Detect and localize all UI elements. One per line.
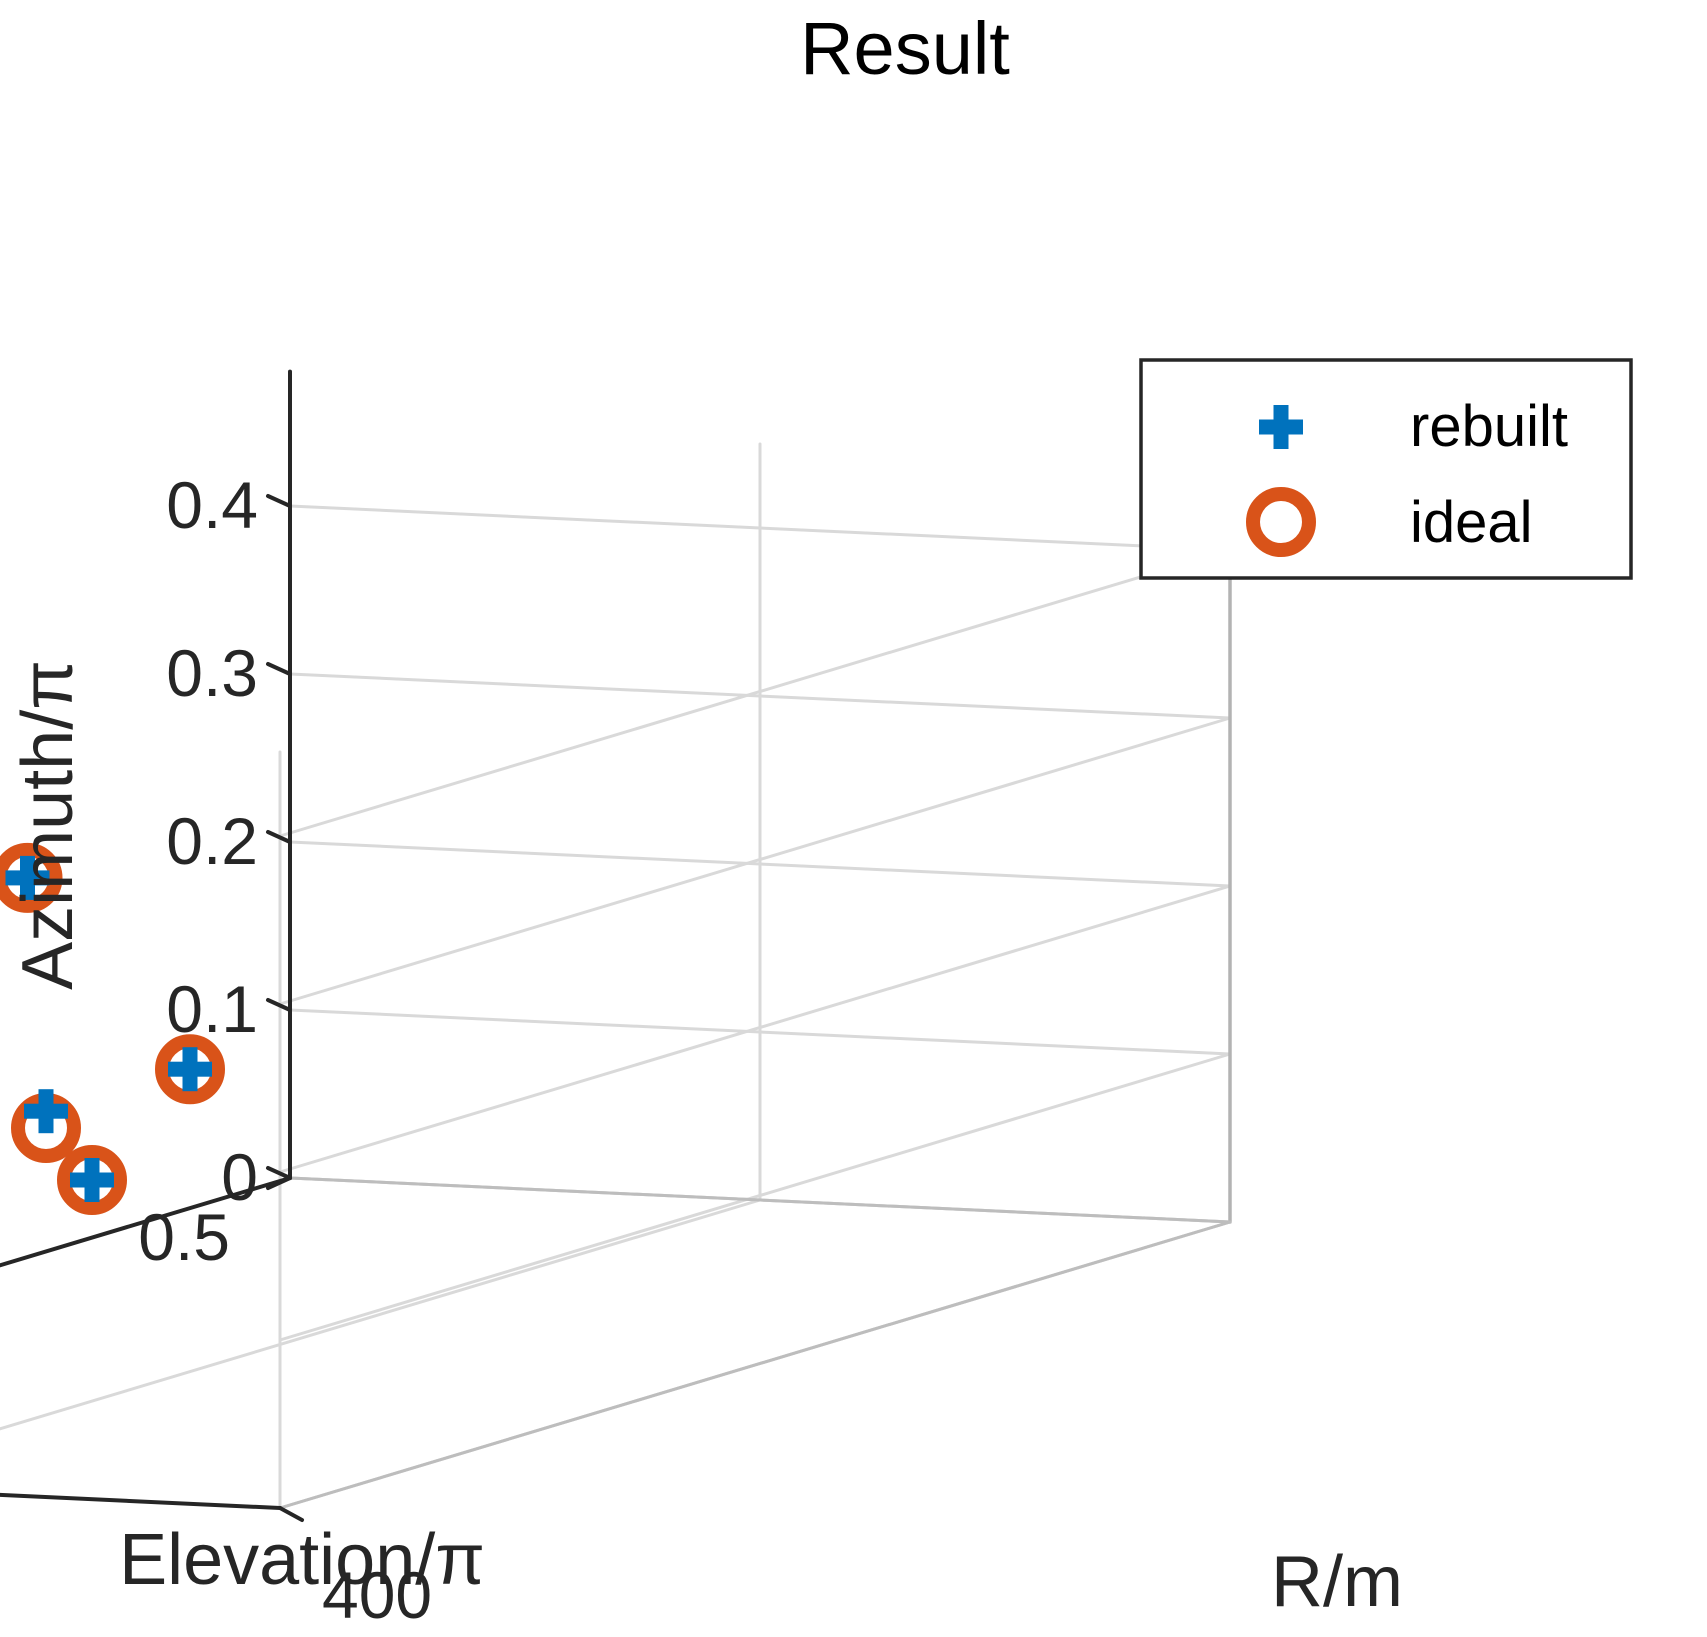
legend-circle-icon — [1246, 487, 1316, 557]
grid-line-z — [278, 1052, 1232, 1342]
legend-marker-rebuilt — [1259, 405, 1303, 449]
grid-line-z — [278, 548, 1232, 838]
legend-box — [1139, 358, 1633, 580]
legend-marker-ideal — [1246, 487, 1316, 557]
floor-back-edge — [278, 1220, 1232, 1510]
x-axis-line — [0, 1492, 282, 1510]
legend-plus-icon — [1259, 405, 1303, 449]
x-axis-label: R/m — [1271, 1542, 1403, 1622]
chart-title: Result — [800, 7, 1010, 90]
z-tick-label: 0.2 — [166, 804, 258, 878]
z-tick-label: 0.4 — [166, 468, 258, 542]
rebuilt-point — [5, 855, 50, 900]
legend-label-rebuilt: rebuilt — [1410, 394, 1568, 459]
marks-layer — [0, 842, 225, 1215]
z-tick-label: 0 — [221, 1140, 258, 1214]
ideal-point — [155, 1034, 225, 1105]
rebuilt-point — [70, 1158, 114, 1202]
grid-line-z — [278, 716, 1232, 1006]
legend-label-ideal: ideal — [1410, 490, 1533, 555]
y-tick-label: 0.5 — [138, 1200, 230, 1274]
z-tick-mark — [266, 1166, 292, 1180]
grid-line-z — [278, 884, 1232, 1174]
y-axis-label: Elevation/π — [119, 1520, 485, 1600]
grid-layer — [0, 413, 1232, 1510]
z-tick-mark — [266, 494, 292, 508]
legend: rebuilt ideal — [1139, 358, 1633, 580]
rebuilt-point — [168, 1047, 212, 1092]
z-tick-label: 0.1 — [166, 972, 258, 1046]
z-tick-mark — [266, 998, 292, 1012]
floor-back-edge — [288, 1176, 1232, 1224]
z-axis-label: Azimuth/π — [8, 660, 88, 990]
axes-layer: 00.10.20.30.40.50200300400 — [0, 369, 432, 1632]
y-tick-mark — [266, 1176, 292, 1190]
ideal-point — [57, 1145, 127, 1215]
z-tick-mark — [266, 662, 292, 676]
ideal-point — [0, 842, 63, 913]
z-tick-mark — [266, 830, 292, 844]
x-tick-mark — [278, 1506, 304, 1522]
y-axis-line — [0, 1176, 292, 1268]
rebuilt-point — [24, 1089, 68, 1134]
grid-line-x — [0, 1198, 762, 1431]
z-tick-label: 0.3 — [166, 636, 258, 710]
x-tick-label: 400 — [322, 1558, 432, 1632]
